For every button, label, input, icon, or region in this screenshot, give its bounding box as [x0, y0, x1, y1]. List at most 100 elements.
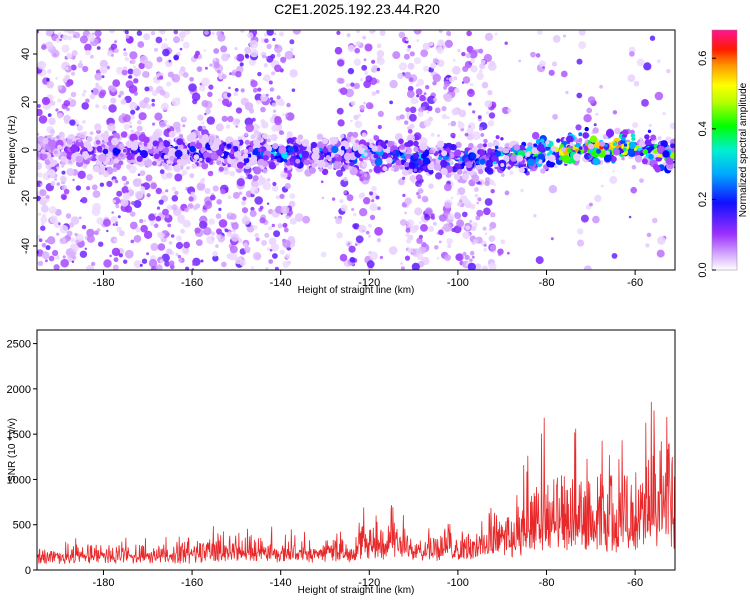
spectrogram-cell [501, 173, 505, 177]
spectrogram-cell [494, 32, 498, 36]
spectrogram-cell [405, 227, 411, 233]
spectrogram-cell [162, 48, 170, 57]
spectrogram-cell [287, 146, 294, 153]
spectrogram-cell [126, 154, 133, 161]
spectrogram-cell [484, 180, 490, 186]
spectrogram-cell [89, 93, 96, 100]
spectrogram-cell [57, 85, 63, 90]
spectrogram-cell [279, 249, 285, 255]
spectrogram-cell [509, 170, 514, 175]
spectrogram-cell [490, 212, 496, 218]
x-tick-label: -100 [447, 277, 469, 289]
spectrogram-cell [586, 107, 593, 114]
spectrogram-cell [375, 89, 380, 94]
spectrogram-cell [312, 146, 320, 154]
spectrogram-cell [350, 82, 355, 87]
spectrogram-cell [487, 148, 493, 154]
spectrogram-cell [111, 137, 119, 146]
spectrogram-cell [266, 247, 270, 251]
spectrogram-cell [438, 150, 443, 154]
spectrogram-cell [359, 77, 364, 82]
spectrogram-cell [250, 80, 258, 88]
spectrogram-cell [237, 155, 246, 164]
spectrogram-cell [216, 199, 222, 205]
spectrogram-cell [443, 223, 452, 232]
spectrogram-cell [236, 178, 245, 187]
spectrogram-cell [243, 148, 249, 154]
spectrogram-cell [406, 238, 412, 244]
spectrogram-cell [196, 66, 203, 72]
spectrogram-cell [465, 225, 471, 231]
spectrogram-cell [284, 167, 288, 171]
spectrogram-cell [291, 88, 296, 92]
spectrogram-cell [419, 94, 426, 102]
spectrogram-cell [331, 157, 336, 162]
spectrogram-cell [164, 260, 171, 267]
spectrogram-cell [174, 149, 183, 158]
spectrogram-cell [429, 41, 434, 47]
spectrogram-cell [286, 137, 295, 145]
spectrogram-cell [253, 130, 260, 136]
spectrogram-cell [647, 129, 652, 133]
spectrogram-cell [491, 154, 498, 162]
spectrogram-cell [128, 85, 138, 94]
spectrogram-cell [407, 85, 414, 92]
spectrogram-cell [498, 146, 504, 153]
spectrogram-cell [206, 116, 215, 125]
spectrogram-cell [438, 229, 444, 236]
spectrogram-cell [213, 62, 220, 69]
spectrogram-cell [86, 136, 93, 143]
spectrogram-cell [189, 141, 196, 148]
spectrogram-cell [215, 123, 224, 132]
spectrogram-cell [410, 224, 413, 228]
spectrogram-cell [159, 89, 166, 96]
spectrogram-cell [436, 256, 440, 260]
spectrogram-cell [280, 56, 287, 63]
spectrogram-cell [271, 185, 279, 192]
spectrogram-cell [37, 152, 40, 158]
spectrogram-cell [444, 39, 453, 49]
spectrogram-cell [239, 62, 244, 67]
spectrogram-cell [140, 224, 148, 233]
spectrogram-cell [143, 219, 147, 223]
spectrogram-cell [84, 43, 92, 52]
spectrogram-cell [47, 236, 56, 245]
spectrogram-cell [481, 81, 489, 89]
spectrogram-cell [282, 113, 285, 116]
spectrogram-cell [550, 157, 555, 162]
spectrogram-cell [62, 34, 68, 41]
spectrogram-cell [164, 165, 169, 170]
spectrogram-cell [155, 187, 162, 195]
spectrogram-cell [335, 217, 342, 225]
spectrogram-cell [404, 120, 409, 125]
spectrogram-cell [86, 33, 95, 42]
spectrogram-cell [253, 139, 261, 146]
spectrogram-cell [61, 44, 70, 53]
spectrogram-cell [239, 30, 245, 33]
spectrogram-cell [199, 85, 206, 92]
spectrogram-cell [271, 102, 276, 107]
snr-series-line [37, 401, 675, 565]
spectrogram-cell [256, 99, 261, 105]
spectrogram-cell [91, 184, 98, 191]
spectrogram-cell [505, 143, 510, 148]
spectrogram-cell [259, 217, 266, 224]
spectrogram-cell [373, 165, 382, 174]
spectrogram-cell [137, 173, 141, 177]
spectrogram-cell [531, 147, 539, 155]
spectrogram-cell [363, 197, 371, 205]
spectrogram-cell [123, 51, 128, 57]
spectrogram-cell [489, 179, 494, 184]
spectrogram-cell [63, 100, 71, 107]
spectrogram-cell [397, 178, 405, 186]
spectrogram-cell [69, 119, 76, 126]
spectrogram-cell [141, 258, 148, 264]
spectrogram-cell [319, 160, 326, 167]
spectrogram-cell [430, 133, 435, 137]
spectrogram-cell [479, 63, 486, 70]
spectrogram-cell [441, 150, 448, 157]
spectrogram-cell [389, 100, 393, 105]
spectrogram-cell [205, 157, 211, 163]
spectrogram-cell [56, 182, 61, 186]
spectrogram-cell [537, 159, 543, 164]
